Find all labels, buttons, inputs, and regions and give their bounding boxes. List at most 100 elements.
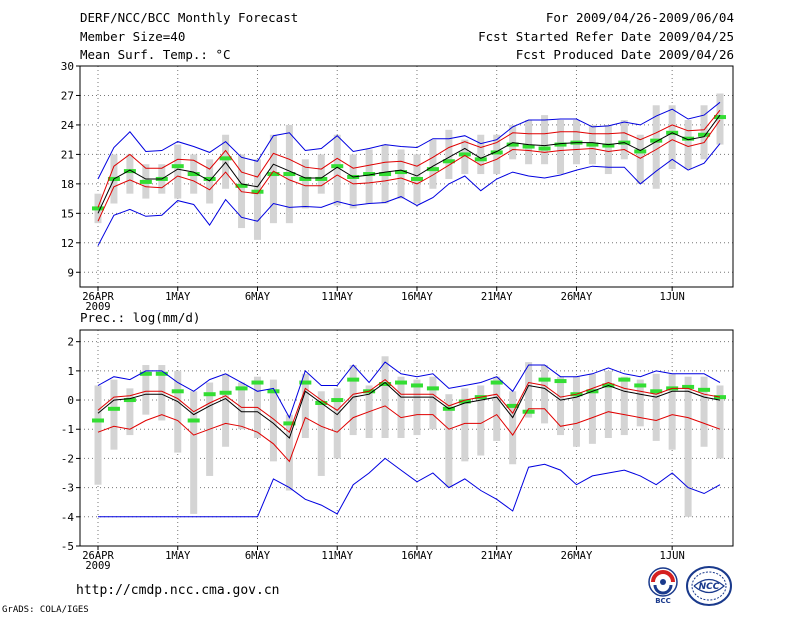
observation-mark — [474, 157, 487, 162]
observation-mark — [219, 156, 232, 161]
ensemble-range-bar — [700, 376, 708, 447]
x-tick-label: 6MAY — [245, 291, 271, 303]
y-tick-label: -1 — [61, 423, 74, 436]
observation-mark — [554, 142, 567, 147]
ensemble-range-bar — [238, 382, 246, 430]
ensemble-range-bar — [652, 105, 660, 189]
observation-mark — [187, 172, 200, 177]
top-variable-label: Mean Surf. Temp.: °C — [80, 47, 231, 62]
ensemble-range-bar — [269, 134, 277, 224]
observation-mark — [92, 418, 104, 423]
observation-mark — [139, 179, 152, 184]
observation-mark — [650, 138, 663, 143]
x-tick-label: 1JUN — [660, 291, 685, 303]
observation-mark — [299, 380, 312, 385]
observation-mark — [538, 377, 551, 382]
upper-blue-line — [97, 101, 721, 180]
ensemble-range-bar — [429, 139, 437, 189]
x-tick-label: 21MAY — [481, 550, 513, 562]
ensemble-range-bar — [110, 379, 118, 450]
observation-mark — [379, 382, 392, 386]
ensemble-range-bar — [668, 105, 676, 170]
ensemble-mean-line — [97, 114, 721, 214]
observation-mark — [283, 172, 296, 177]
ensemble-range-bar — [541, 115, 549, 165]
x-tick-label: 26APR — [82, 291, 114, 303]
y-tick-label: -5 — [61, 540, 74, 553]
observation-mark — [714, 395, 726, 400]
ensemble-range-bar — [716, 385, 724, 459]
observation-mark — [426, 167, 439, 172]
ensemble-range-bar — [381, 356, 389, 438]
observation-mark — [682, 384, 695, 389]
website-url[interactable]: http://cmdp.ncc.cma.gov.cn — [76, 583, 280, 598]
ensemble-range-bar — [557, 120, 565, 175]
x-tick-year-label: 2009 — [85, 560, 110, 572]
ensemble-range-bar — [317, 391, 325, 476]
observation-mark — [187, 418, 200, 423]
ensemble-range-bar — [333, 134, 341, 206]
observation-mark — [203, 176, 216, 181]
ensemble-range-bar — [461, 388, 469, 462]
ensemble-range-bar — [477, 134, 485, 175]
observation-mark — [123, 398, 136, 403]
observation-mark — [299, 176, 312, 181]
ensemble-range-bar — [222, 373, 230, 447]
observation-mark — [171, 389, 184, 394]
ensemble-range-bar — [557, 376, 565, 436]
ensemble-range-bar — [445, 129, 453, 179]
observation-mark — [442, 159, 455, 164]
x-tick-label: 16MAY — [401, 550, 433, 562]
ensemble-range-bar — [365, 149, 373, 204]
ensemble-range-bar — [636, 379, 644, 427]
ensemble-range-bar — [668, 373, 676, 450]
observation-mark — [506, 403, 519, 408]
ncc-logo-text: NCC — [699, 582, 720, 592]
ensemble-mean-line — [97, 381, 721, 439]
observation-mark — [698, 387, 711, 392]
bottom-variable-label: Prec.: log(mm/d) — [80, 310, 200, 325]
lower-blue-line — [98, 457, 721, 518]
x-tick-label: 6MAY — [245, 550, 271, 562]
y-tick-label: -4 — [61, 511, 75, 524]
observation-mark — [395, 380, 408, 385]
ensemble-range-bar — [333, 388, 341, 459]
ensemble-range-bar — [349, 154, 357, 209]
observation-mark — [235, 183, 248, 188]
observation-mark — [410, 383, 423, 388]
member-size: Member Size=40 — [80, 29, 186, 44]
observation-mark — [283, 421, 296, 426]
ensemble-range-bar — [174, 370, 182, 453]
observation-mark — [315, 176, 328, 181]
observation-mark — [331, 398, 344, 403]
x-tick-label: 1MAY — [165, 291, 191, 303]
x-tick-label: 11MAY — [321, 291, 353, 303]
upper-blue-line — [97, 361, 721, 419]
bcc-logo: BCC — [648, 567, 678, 605]
ensemble-range-bar — [317, 154, 325, 194]
x-tick-label: 1JUN — [660, 550, 685, 562]
x-tick-label: 1MAY — [165, 550, 191, 562]
observation-mark — [410, 176, 423, 181]
x-tick-label: 21MAY — [481, 291, 513, 303]
observation-mark — [650, 389, 663, 394]
ensemble-range-bar — [493, 376, 501, 441]
lower-red-line — [97, 405, 721, 463]
observation-mark — [426, 386, 439, 391]
observation-mark — [682, 136, 695, 141]
observation-mark — [618, 377, 631, 382]
observation-mark — [634, 383, 647, 388]
panel-frame — [79, 65, 734, 288]
ensemble-range-bar — [477, 385, 485, 456]
observation-mark — [458, 399, 471, 404]
ensemble-range-bar — [509, 391, 517, 465]
observation-mark — [139, 371, 152, 376]
observation-mark — [522, 144, 535, 149]
ensemble-range-bar — [620, 120, 628, 160]
y-tick-label: 21 — [61, 148, 74, 161]
y-tick-label: 15 — [61, 207, 74, 220]
y-tick-label: 30 — [61, 60, 74, 73]
ensemble-range-bar — [397, 376, 405, 438]
